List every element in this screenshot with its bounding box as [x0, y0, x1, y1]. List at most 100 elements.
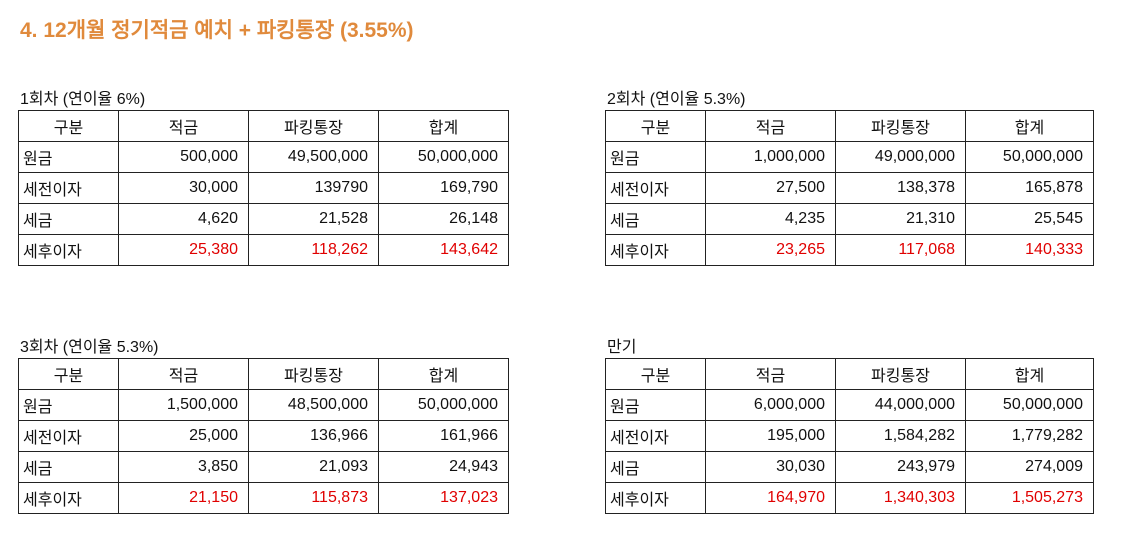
header-row: 구분 적금 파킹통장 합계 — [18, 110, 509, 142]
row-label: 세후이자 — [18, 234, 119, 266]
value-cell: 25,545 — [965, 203, 1094, 235]
table-head: 구분 적금 파킹통장 합계 — [18, 110, 509, 142]
table-head: 구분 적금 파킹통장 합계 — [605, 358, 1094, 390]
table-row: 세전이자 30,000 139790 169,790 — [18, 172, 509, 204]
header-cell: 파킹통장 — [835, 110, 966, 142]
table-body: 원금 1,500,000 48,500,000 50,000,000 세전이자 25,00… — [18, 389, 509, 514]
value-cell: 195,000 — [705, 420, 836, 452]
table-body: 원금 6,000,000 44,000,000 50,000,000 세전이자 195,0… — [605, 389, 1094, 514]
row-label: 세금 — [605, 451, 706, 483]
value-cell: 44,000,000 — [835, 389, 966, 421]
value-cell: 118,262 — [248, 234, 379, 266]
header-cell: 파킹통장 — [248, 358, 379, 390]
value-cell: 161,966 — [378, 420, 509, 452]
row-label: 세금 — [18, 203, 119, 235]
table-body: 원금 1,000,000 49,000,000 50,000,000 세전이자 27,50… — [605, 141, 1094, 266]
header-cell: 합계 — [965, 110, 1094, 142]
table-row: 원금 6,000,000 44,000,000 50,000,000 — [605, 389, 1094, 421]
data-table: 구분 적금 파킹통장 합계 원금 1,500,000 48,500,000 50,000,00… — [18, 358, 509, 514]
value-cell: 143,642 — [378, 234, 509, 266]
table-row: 세후이자 21,150 115,873 137,023 — [18, 482, 509, 514]
value-cell: 24,943 — [378, 451, 509, 483]
table-head: 구분 적금 파킹통장 합계 — [605, 110, 1094, 142]
value-cell: 25,000 — [118, 420, 249, 452]
row-label: 세전이자 — [18, 172, 119, 204]
table-row: 세후이자 164,970 1,340,303 1,505,273 — [605, 482, 1094, 514]
value-cell: 27,500 — [705, 172, 836, 204]
table-row: 세금 30,030 243,979 274,009 — [605, 451, 1094, 483]
value-cell: 1,584,282 — [835, 420, 966, 452]
table-row: 세전이자 25,000 136,966 161,966 — [18, 420, 509, 452]
value-cell: 1,779,282 — [965, 420, 1094, 452]
value-cell: 49,000,000 — [835, 141, 966, 173]
header-cell: 구분 — [605, 358, 706, 390]
table-caption: 2회차 (연이율 5.3%) — [607, 91, 746, 108]
data-table: 구분 적금 파킹통장 합계 원금 500,000 49,500,000 50,000,000 세… — [18, 110, 509, 266]
value-cell: 50,000,000 — [965, 389, 1094, 421]
value-cell: 117,068 — [835, 234, 966, 266]
value-cell: 136,966 — [248, 420, 379, 452]
table-row: 원금 500,000 49,500,000 50,000,000 — [18, 141, 509, 173]
row-label: 세후이자 — [18, 482, 119, 514]
value-cell: 274,009 — [965, 451, 1094, 483]
header-cell: 합계 — [378, 110, 509, 142]
table-row: 세금 4,235 21,310 25,545 — [605, 203, 1094, 235]
header-cell: 파킹통장 — [835, 358, 966, 390]
value-cell: 21,093 — [248, 451, 379, 483]
value-cell: 169,790 — [378, 172, 509, 204]
table-head: 구분 적금 파킹통장 합계 — [18, 358, 509, 390]
row-label: 원금 — [18, 141, 119, 173]
row-label: 세전이자 — [18, 420, 119, 452]
value-cell: 140,333 — [965, 234, 1094, 266]
table-row: 세금 3,850 21,093 24,943 — [18, 451, 509, 483]
value-cell: 1,000,000 — [705, 141, 836, 173]
value-cell: 50,000,000 — [965, 141, 1094, 173]
value-cell: 4,235 — [705, 203, 836, 235]
value-cell: 137,023 — [378, 482, 509, 514]
table-row: 세후이자 25,380 118,262 143,642 — [18, 234, 509, 266]
value-cell: 21,528 — [248, 203, 379, 235]
row-label: 원금 — [605, 141, 706, 173]
row-label: 원금 — [605, 389, 706, 421]
value-cell: 138,378 — [835, 172, 966, 204]
header-cell: 적금 — [118, 358, 249, 390]
header-cell: 구분 — [18, 110, 119, 142]
value-cell: 1,505,273 — [965, 482, 1094, 514]
value-cell: 1,340,303 — [835, 482, 966, 514]
value-cell: 21,150 — [118, 482, 249, 514]
value-cell: 30,000 — [118, 172, 249, 204]
value-cell: 30,030 — [705, 451, 836, 483]
value-cell: 139790 — [248, 172, 379, 204]
value-cell: 500,000 — [118, 141, 249, 173]
header-cell: 구분 — [605, 110, 706, 142]
header-cell: 적금 — [705, 110, 836, 142]
row-label: 세전이자 — [605, 172, 706, 204]
value-cell: 6,000,000 — [705, 389, 836, 421]
row-label: 원금 — [18, 389, 119, 421]
table-caption: 만기 — [607, 339, 637, 356]
row-label: 세후이자 — [605, 234, 706, 266]
value-cell: 50,000,000 — [378, 141, 509, 173]
title: 4. 12개월 정기적금 예치 + 파킹통장 (3.55%) — [20, 19, 414, 42]
value-cell: 23,265 — [705, 234, 836, 266]
table-row: 세금 4,620 21,528 26,148 — [18, 203, 509, 235]
table-row: 세전이자 195,000 1,584,282 1,779,282 — [605, 420, 1094, 452]
table-row: 원금 1,000,000 49,000,000 50,000,000 — [605, 141, 1094, 173]
table-row: 세전이자 27,500 138,378 165,878 — [605, 172, 1094, 204]
value-cell: 50,000,000 — [378, 389, 509, 421]
header-cell: 구분 — [18, 358, 119, 390]
value-cell: 3,850 — [118, 451, 249, 483]
table-caption: 3회차 (연이율 5.3%) — [20, 339, 159, 356]
header-cell: 합계 — [378, 358, 509, 390]
value-cell: 26,148 — [378, 203, 509, 235]
row-label: 세금 — [605, 203, 706, 235]
header-cell: 파킹통장 — [248, 110, 379, 142]
value-cell: 164,970 — [705, 482, 836, 514]
row-label: 세금 — [18, 451, 119, 483]
table-row: 원금 1,500,000 48,500,000 50,000,000 — [18, 389, 509, 421]
value-cell: 4,620 — [118, 203, 249, 235]
header-cell: 합계 — [965, 358, 1094, 390]
value-cell: 25,380 — [118, 234, 249, 266]
header-row: 구분 적금 파킹통장 합계 — [605, 110, 1094, 142]
